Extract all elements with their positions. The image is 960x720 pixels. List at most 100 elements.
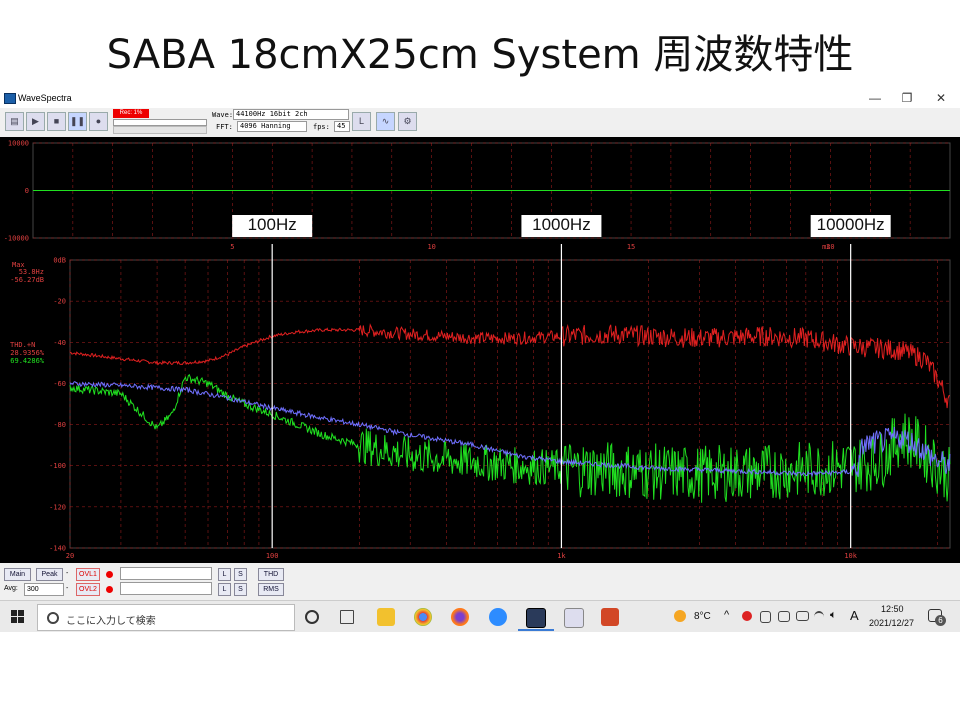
spectrum-series-left — [69, 323, 950, 409]
marker-label-bg-f1000 — [521, 215, 602, 237]
waveform-x-tick-label: 15 — [627, 243, 635, 251]
lr-channel-icon[interactable]: L — [352, 112, 371, 131]
spectrum-x-tick-label: 1k — [557, 552, 566, 560]
play-icon[interactable]: ▶ — [26, 112, 45, 131]
chart-background — [0, 137, 960, 563]
toolbar: ▤ ▶ ■ ❚❚ ● Rec: 1% Wave: 44100Hz 16bit 2… — [0, 108, 960, 134]
record-dot-icon[interactable] — [106, 571, 113, 578]
windows-start-icon[interactable] — [11, 610, 24, 623]
waveform-x-tick-label: 5 — [230, 243, 234, 251]
zoom-icon[interactable] — [489, 608, 507, 626]
rms-button[interactable]: RMS — [258, 583, 284, 596]
marker-label-bg-f10000 — [810, 215, 891, 237]
thd-label: THD.+N — [10, 341, 35, 349]
waveform-y-tick-label: 0 — [25, 187, 29, 195]
waveform-x-tick-label: 10 — [427, 243, 435, 251]
slide-title: SABA 18cmX25cm System 周波数特性 — [106, 32, 854, 78]
spectrum-x-tick-label: 100 — [266, 552, 279, 560]
weather-temp[interactable]: 8°C — [694, 611, 711, 622]
waveform-x-tick-label: 20 — [826, 243, 834, 251]
marker-input-2[interactable] — [120, 582, 212, 595]
spectrum-y-tick-label: -60 — [53, 380, 66, 388]
notification-count: 6 — [935, 615, 946, 626]
thd-value-right: 69.4286% — [10, 357, 45, 365]
left-button-2[interactable]: L — [218, 583, 231, 596]
ovl1-indicator: OVL1 — [76, 568, 100, 581]
taskbar-search[interactable]: ここに入力して検索 — [37, 604, 295, 631]
minimize-button[interactable]: — — [869, 91, 881, 105]
battery-icon[interactable] — [796, 611, 809, 621]
spectrum-y-tick-label: 0dB — [53, 257, 66, 265]
spectrum-series-average — [69, 380, 951, 478]
spectrum-y-tick-label: -80 — [53, 421, 66, 429]
task-view-icon[interactable] — [340, 610, 354, 624]
tray-app-icon-2[interactable] — [778, 611, 790, 622]
powerpoint-icon[interactable] — [601, 608, 619, 626]
wave-format-field: 44100Hz 16bit 2ch — [233, 109, 349, 120]
avg-label: Avg: — [4, 585, 18, 592]
thd-button[interactable]: THD — [258, 568, 284, 581]
record-dot-icon-2[interactable] — [106, 586, 113, 593]
rec-level-slider[interactable] — [113, 126, 207, 134]
rec-level-meter — [113, 119, 207, 126]
rec-level-label: Rec: 1% — [113, 109, 149, 118]
close-button[interactable]: ✕ — [935, 91, 947, 105]
pause-icon[interactable]: ❚❚ — [68, 112, 87, 131]
s-button-1[interactable]: S — [234, 568, 247, 581]
wavespectra-taskbar-icon[interactable] — [526, 608, 546, 628]
spectrum-y-tick-label: -100 — [49, 462, 66, 470]
window-title: WaveSpectra — [18, 93, 72, 103]
editor-icon[interactable] — [564, 608, 584, 628]
fft-size-field[interactable]: 4096 Hanning — [237, 121, 307, 132]
tray-app-icon-1[interactable] — [760, 611, 771, 623]
avg-select[interactable]: 300 — [24, 583, 64, 596]
title-bar: WaveSpectra — ❐ ✕ — [0, 88, 960, 108]
marker-label-f10000: 10000Hz — [817, 215, 885, 234]
chevron-up-icon[interactable]: ^ — [724, 609, 730, 621]
spectrum-y-tick-label: -120 — [49, 503, 66, 511]
waveform-y-tick-label: -10000 — [4, 235, 29, 243]
marker-label-f1000: 1000Hz — [532, 215, 591, 234]
readouts: Max 53.8Hz -56.27dB THD.+N 28.9356% 69.4… — [10, 261, 45, 365]
s-button-2[interactable]: S — [234, 583, 247, 596]
record-icon[interactable]: ● — [89, 112, 108, 131]
wave-label: Wave: — [212, 111, 234, 119]
marker-label-f100: 100Hz — [248, 215, 297, 234]
spectrum-y-tick-label: -40 — [53, 339, 66, 347]
taskbar: ここに入力して検索 8°C ^ 🔈︎ A 12:50 2021/12/27 6 — [0, 600, 960, 632]
open-file-icon[interactable]: ▤ — [5, 112, 24, 131]
volume-icon[interactable]: 🔈︎ — [830, 609, 837, 621]
cortana-icon[interactable] — [305, 610, 319, 624]
dash-2: - — [66, 585, 69, 592]
chrome-icon[interactable] — [414, 608, 432, 626]
wifi-icon[interactable] — [814, 611, 824, 623]
settings-wrench-icon[interactable]: ⚙ — [398, 112, 417, 131]
waveform-y-tick-label: 10000 — [8, 140, 29, 148]
antivirus-tray-icon[interactable] — [742, 611, 752, 621]
max-frequency: 53.8Hz — [19, 268, 44, 276]
peak-button[interactable]: Peak — [36, 568, 63, 581]
clock-time[interactable]: 12:50 — [881, 604, 904, 614]
stop-icon[interactable]: ■ — [47, 112, 66, 131]
marker-input-1[interactable] — [120, 567, 212, 580]
weather-icon[interactable] — [674, 610, 686, 622]
maximize-button[interactable]: ❐ — [901, 91, 913, 105]
app-icon — [4, 93, 16, 104]
clock-date[interactable]: 2021/12/27 — [869, 618, 915, 628]
main-button[interactable]: Main — [4, 568, 31, 581]
fps-field[interactable]: 45 — [334, 121, 350, 132]
left-button-1[interactable]: L — [218, 568, 231, 581]
spectrum-view-icon[interactable]: ∿ — [376, 112, 395, 131]
frequency-annotations: 100Hz 1000Hz 10000Hz — [232, 215, 891, 548]
file-explorer-icon[interactable] — [377, 608, 395, 626]
ime-indicator[interactable]: A — [850, 608, 859, 623]
dash-1: - — [66, 570, 69, 577]
search-icon — [47, 612, 59, 624]
bottom-controls: Main Peak - OVL1 L S THD Avg: 300 - OVL2… — [0, 563, 960, 599]
firefox-icon[interactable] — [451, 608, 469, 626]
spectrum-x-tick-label: 10k — [844, 552, 857, 560]
marker-label-bg-f100 — [232, 215, 313, 237]
spectrum-x-tick-label: 20 — [66, 552, 74, 560]
